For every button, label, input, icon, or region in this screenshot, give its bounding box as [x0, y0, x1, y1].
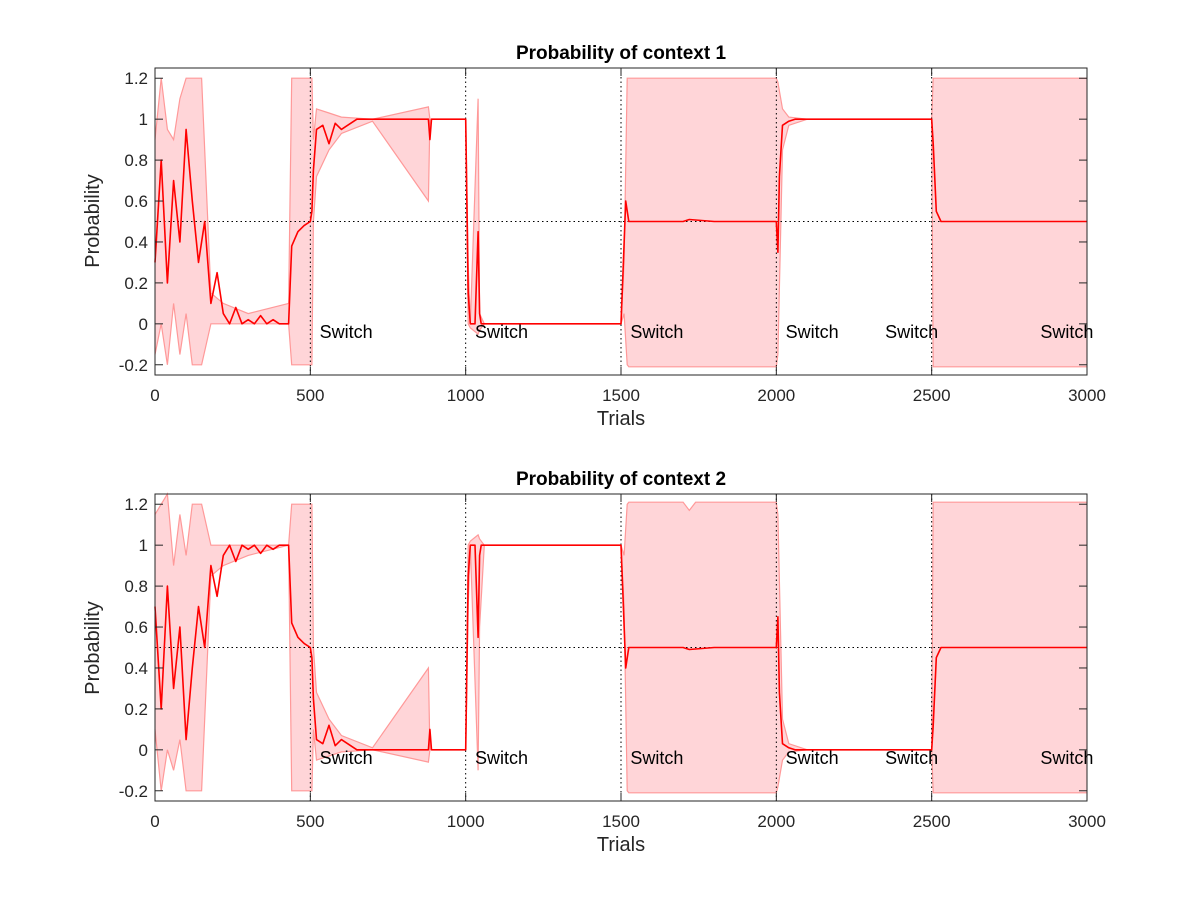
switch-annotations: Switch Switch Switch Switch Switch Switch: [320, 322, 1094, 342]
switch-annotation: Switch: [475, 748, 528, 768]
y-axis: -0.2 0 0.2 0.4 0.6 0.8 1 1.2: [119, 69, 1087, 375]
y-axis-label: Probability: [82, 601, 104, 694]
band-area: [155, 78, 1087, 367]
confidence-band: [154, 77, 1087, 368]
x-tick-label: 1500: [602, 812, 640, 831]
switch-annotation: Switch: [320, 748, 373, 768]
mean-line: [154, 544, 1087, 751]
y-tick-label: 0.4: [124, 233, 148, 252]
x-axis-label: Trials: [597, 408, 645, 430]
lower-bound-line: [154, 544, 1087, 794]
switch-annotation: Switch: [786, 748, 839, 768]
x-tick-label: 3000: [1068, 812, 1106, 831]
switch-annotation: Switch: [1040, 748, 1093, 768]
x-axis-label: Trials: [597, 834, 645, 856]
y-tick-label: -0.2: [119, 356, 148, 375]
y-tick-label: 1.2: [124, 69, 148, 88]
y-tick-label: 0.6: [124, 192, 148, 211]
x-axis: 0 500 1000 1500 2000 2500 3000: [150, 494, 1106, 831]
y-tick-label: 0.8: [124, 151, 148, 170]
x-tick-label: 0: [150, 386, 159, 405]
mean-series: [154, 118, 1087, 325]
y-axis-label: Probability: [82, 174, 104, 267]
chart-context-2: Probability of context 2 -0.200.20.40.60…: [82, 469, 1106, 856]
y-tick-label: 0.8: [124, 577, 148, 596]
y-tick-label: 1.2: [124, 495, 148, 514]
x-tick-label: 1000: [447, 386, 485, 405]
y-tick-label: 0.6: [124, 618, 148, 637]
y-tick-label: 0.2: [124, 274, 148, 293]
x-axis: 0 500 1000 1500 2000 2500 3000: [150, 68, 1106, 405]
chart-title: Probability of context 2: [516, 469, 726, 490]
y-tick-label: 0: [139, 741, 148, 760]
y-tick-label: 1: [139, 536, 148, 555]
y-tick-label: 0.4: [124, 659, 148, 678]
switch-annotation: Switch: [885, 748, 938, 768]
x-tick-label: 3000: [1068, 386, 1106, 405]
x-tick-label: 1500: [602, 386, 640, 405]
mean-line: [154, 118, 1087, 325]
x-tick-label: 2000: [757, 386, 795, 405]
mean-series: [154, 544, 1087, 751]
lower-bound-line: [154, 118, 1087, 368]
x-tick-label: 0: [150, 812, 159, 831]
chart-title: Probability of context 1: [516, 43, 727, 64]
x-tick-label: 500: [296, 812, 324, 831]
x-tick-label: 500: [296, 386, 324, 405]
y-tick-label: -0.2: [119, 782, 148, 801]
y-axis: -0.2 0 0.2 0.4 0.6 0.8 1 1.2: [119, 495, 1087, 801]
switch-annotations: Switch Switch Switch Switch Switch Switch: [320, 748, 1094, 768]
x-tick-label: 2000: [757, 812, 795, 831]
y-tick-label: 0.2: [124, 700, 148, 719]
switch-annotation: Switch: [786, 322, 839, 342]
y-tick-label: 0: [139, 315, 148, 334]
switch-annotation: Switch: [885, 322, 938, 342]
band-area: [155, 494, 1087, 793]
switch-annotation: Switch: [1040, 322, 1093, 342]
switch-annotation: Switch: [630, 748, 683, 768]
switch-annotation: Switch: [630, 322, 683, 342]
x-tick-label: 2500: [913, 386, 951, 405]
chart-context-1: Probability of context 1 -0.200.20.40.60…: [82, 43, 1106, 430]
switch-annotation: Switch: [475, 322, 528, 342]
x-tick-label: 1000: [447, 812, 485, 831]
x-tick-label: 2500: [913, 812, 951, 831]
y-tick-label: 1: [139, 110, 148, 129]
switch-annotation: Switch: [320, 322, 373, 342]
